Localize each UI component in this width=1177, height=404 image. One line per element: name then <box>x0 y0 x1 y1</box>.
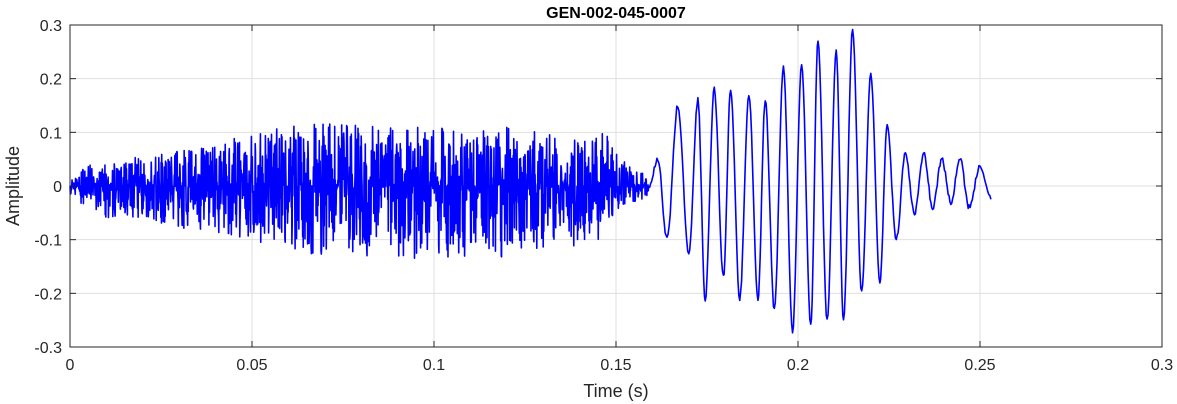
chart-title: GEN-002-045-0007 <box>546 5 686 22</box>
x-tick-label: 0.15 <box>600 357 631 374</box>
ticks <box>69 24 1163 348</box>
y-tick-label: -0.1 <box>34 233 62 250</box>
x-tick-label: 0.1 <box>423 357 445 374</box>
x-tick-label: 0 <box>66 357 75 374</box>
y-tick-label: 0.1 <box>40 125 62 142</box>
x-tick-label: 0.2 <box>787 357 809 374</box>
y-axis-label: Amplitude <box>3 146 23 226</box>
x-axis-label: Time (s) <box>583 381 648 401</box>
y-tick-label: -0.2 <box>34 286 62 303</box>
tick-labels: 0 0.05 0.1 0.15 0.2 0.25 0.3 -0.3 -0.2 -0.1 0 0.1 0.… <box>34 18 1173 374</box>
signal-layer <box>69 28 992 334</box>
y-tick-label: 0.2 <box>40 72 62 89</box>
x-tick-label: 0.25 <box>964 357 995 374</box>
y-tick-label: 0 <box>53 179 62 196</box>
x-tick-label: 0.05 <box>236 357 267 374</box>
y-tick-label: -0.3 <box>34 340 62 357</box>
x-tick-label: 0.3 <box>1151 357 1173 374</box>
signal-line <box>69 28 992 334</box>
y-tick-label: 0.3 <box>40 18 62 35</box>
